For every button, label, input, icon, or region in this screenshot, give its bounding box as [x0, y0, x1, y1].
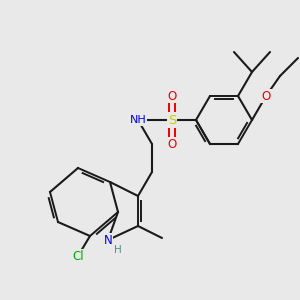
Text: N: N — [103, 233, 112, 247]
Text: O: O — [167, 137, 177, 151]
Text: H: H — [114, 245, 122, 255]
Text: O: O — [167, 89, 177, 103]
Text: O: O — [261, 89, 271, 103]
Text: Cl: Cl — [72, 250, 84, 262]
Text: S: S — [168, 113, 176, 127]
Text: NH: NH — [130, 115, 146, 125]
